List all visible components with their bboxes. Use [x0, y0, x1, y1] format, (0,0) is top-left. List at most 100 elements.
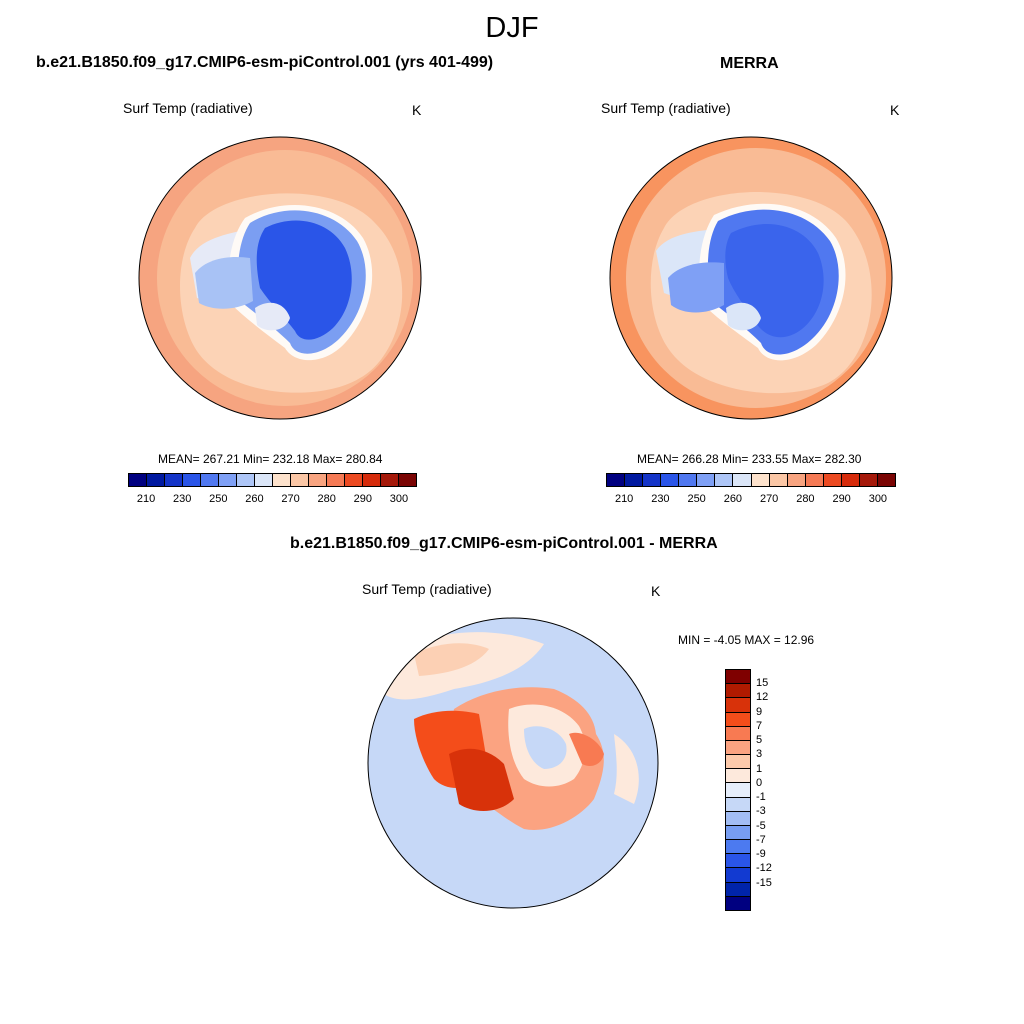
colorbar-swatch	[726, 712, 750, 727]
colorbar-tick-label: 0	[756, 776, 763, 789]
colorbar-swatch	[291, 474, 309, 486]
colorbar-tick-label: 250	[209, 493, 228, 505]
colorbar-tick-label: -3	[756, 805, 766, 818]
panel-2-title: MERRA	[720, 55, 779, 72]
panel-3-title: b.e21.B1850.f09_g17.CMIP6-esm-piControl.…	[290, 535, 718, 552]
colorbar-tick-label: -7	[756, 833, 766, 846]
panel-2-variable: Surf Temp (radiative)	[601, 100, 731, 116]
colorbar-swatch	[363, 474, 381, 486]
colorbar-swatch	[237, 474, 255, 486]
colorbar-tick-label: 15	[756, 677, 769, 690]
colorbar-tick-label: 300	[868, 493, 888, 505]
colorbar-swatch	[399, 474, 416, 486]
colorbar-swatch	[309, 474, 327, 486]
colorbar-tick-label: 270	[759, 493, 779, 505]
panel-1-colorbar: 210 230 250 260 270 280 290 300	[128, 473, 417, 507]
panel-2-colorbar-bar	[606, 473, 896, 487]
colorbar-tick-label: 300	[389, 493, 409, 505]
panel-3-units: K	[651, 583, 661, 599]
colorbar-swatch	[787, 474, 806, 486]
panel-1-colorbar-bar	[128, 473, 417, 487]
colorbar-tick-label: 230	[173, 493, 192, 505]
colorbar-swatch	[273, 474, 291, 486]
colorbar-swatch	[726, 740, 750, 756]
colorbar-swatch	[877, 474, 895, 486]
panel-3-map	[367, 617, 659, 909]
colorbar-tick-label: 290	[832, 493, 851, 505]
colorbar-swatch	[129, 474, 147, 486]
colorbar-swatch	[751, 474, 770, 486]
colorbar-tick-label: 250	[687, 493, 706, 505]
panel-1-units: K	[412, 102, 422, 118]
colorbar-tick-label: -9	[756, 848, 766, 861]
colorbar-tick-label: -1	[756, 791, 766, 804]
colorbar-tick-label: 1	[756, 762, 763, 775]
panel-3-colorbar-ticks: 15 12 9 7 5 3 1 0 -1 -3 -5 -7 -9 -12 -15	[756, 669, 786, 911]
colorbar-swatch	[327, 474, 345, 486]
colorbar-swatch	[726, 882, 750, 897]
panel-3-colorbar: 15 12 9 7 5 3 1 0 -1 -3 -5 -7 -9 -12 -15	[725, 669, 785, 911]
colorbar-swatch	[201, 474, 219, 486]
colorbar-tick-label: -5	[756, 819, 766, 832]
panel-3-stats: MIN = -4.05 MAX = 12.96	[678, 633, 815, 647]
colorbar-swatch	[726, 755, 750, 770]
colorbar-swatch	[345, 474, 363, 486]
colorbar-swatch	[841, 474, 860, 486]
colorbar-swatch	[733, 474, 752, 486]
colorbar-swatch	[805, 474, 824, 486]
colorbar-swatch	[726, 783, 750, 798]
panel-2-colorbar: 210 230 250 260 270 280 290 300	[606, 473, 896, 507]
panel-2-units: K	[890, 102, 900, 118]
panel-1-stats: MEAN= 267.21 Min= 232.18 Max= 280.84	[158, 452, 383, 466]
colorbar-tick-label: 290	[353, 493, 372, 505]
colorbar-swatch	[625, 474, 644, 486]
colorbar-tick-label: 230	[651, 493, 670, 505]
colorbar-swatch	[255, 474, 273, 486]
colorbar-swatch	[726, 698, 750, 713]
colorbar-swatch	[726, 726, 750, 741]
colorbar-tick-label: 280	[317, 493, 336, 505]
colorbar-swatch	[726, 811, 750, 826]
colorbar-swatch	[859, 474, 878, 486]
colorbar-tick-label: 3	[756, 748, 763, 761]
colorbar-swatch	[726, 670, 750, 685]
panel-1-title: b.e21.B1850.f09_g17.CMIP6-esm-piControl.…	[36, 54, 494, 71]
panel-3-colorbar-bar	[725, 669, 751, 911]
colorbar-swatch	[726, 769, 750, 784]
colorbar-swatch	[661, 474, 680, 486]
colorbar-tick-label: 270	[281, 493, 300, 505]
colorbar-tick-label: 12	[756, 691, 769, 704]
colorbar-tick-label: 9	[756, 705, 763, 718]
colorbar-tick-label: 210	[614, 493, 634, 505]
colorbar-swatch	[219, 474, 237, 486]
colorbar-swatch	[823, 474, 842, 486]
colorbar-tick-label: 5	[756, 734, 763, 747]
colorbar-swatch	[679, 474, 698, 486]
season-title: DJF	[485, 12, 539, 44]
colorbar-swatch	[769, 474, 788, 486]
panel-2-colorbar-ticks: 210 230 250 260 270 280 290 300	[606, 493, 896, 507]
colorbar-swatch	[381, 474, 399, 486]
colorbar-swatch	[726, 854, 750, 869]
colorbar-tick-label: -15	[756, 876, 772, 889]
colorbar-tick-label: -12	[756, 862, 772, 875]
panel-1-variable: Surf Temp (radiative)	[123, 100, 253, 116]
colorbar-swatch	[726, 825, 750, 841]
colorbar-swatch	[147, 474, 165, 486]
panel-1-colorbar-ticks: 210 230 250 260 270 280 290 300	[128, 493, 417, 507]
colorbar-swatch	[726, 797, 750, 812]
colorbar-tick-label: 280	[796, 493, 815, 505]
colorbar-tick-label: 210	[136, 493, 156, 505]
colorbar-tick-label: 260	[723, 493, 743, 505]
panel-2-stats: MEAN= 266.28 Min= 233.55 Max= 282.30	[637, 452, 862, 466]
colorbar-swatch	[697, 474, 716, 486]
colorbar-swatch	[183, 474, 201, 486]
colorbar-swatch	[726, 684, 750, 699]
panel-1-map	[138, 136, 422, 420]
colorbar-swatch	[643, 474, 662, 486]
colorbar-tick-label: 260	[245, 493, 264, 505]
panel-2-map	[609, 136, 893, 420]
colorbar-swatch	[607, 474, 626, 486]
panel-3-variable: Surf Temp (radiative)	[362, 581, 492, 597]
colorbar-swatch	[726, 896, 750, 910]
